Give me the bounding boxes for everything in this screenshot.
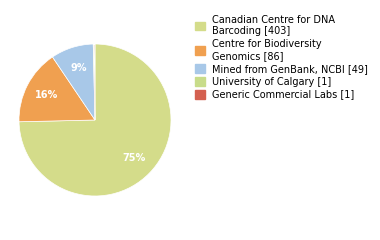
Text: 75%: 75% [122, 153, 146, 163]
Wedge shape [52, 44, 95, 120]
Wedge shape [19, 44, 171, 196]
Text: 9%: 9% [70, 63, 87, 73]
Wedge shape [19, 57, 95, 122]
Text: 16%: 16% [35, 90, 58, 100]
Legend: Canadian Centre for DNA
Barcoding [403], Centre for Biodiversity
Genomics [86], : Canadian Centre for DNA Barcoding [403],… [195, 15, 368, 100]
Wedge shape [94, 44, 95, 120]
Wedge shape [93, 44, 95, 120]
